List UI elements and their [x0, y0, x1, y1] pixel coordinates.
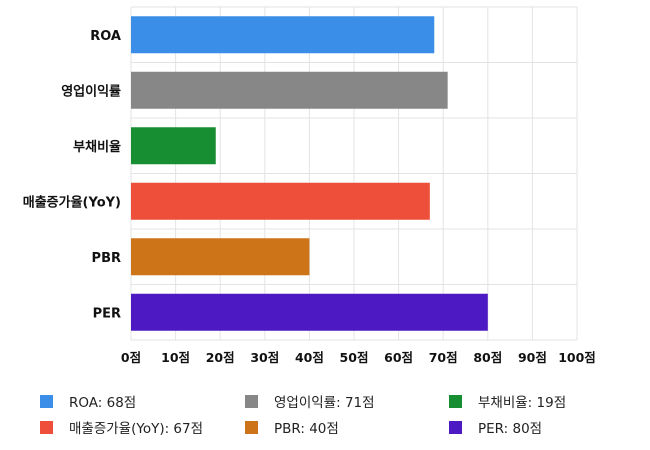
x-tick-label: 60점 [384, 350, 413, 365]
legend-item: 부채비율: 19점 [449, 392, 567, 411]
category-label: PER [93, 306, 121, 321]
legend-swatch [40, 394, 53, 408]
category-label: 매출증가율(YoY) [23, 194, 121, 210]
x-tick-label: 80점 [473, 350, 502, 365]
bar [131, 16, 435, 54]
x-tick-label: 90점 [518, 350, 547, 365]
bar [131, 71, 448, 109]
legend-swatch [449, 394, 462, 408]
legend-item: ROA: 68점 [40, 392, 137, 411]
legend-label: 영업이익률: 71점 [274, 395, 375, 411]
x-tick-label: 10점 [161, 350, 190, 365]
bar [131, 127, 216, 165]
x-tick-label: 0점 [121, 350, 141, 365]
bar [131, 293, 488, 331]
legend-item: PBR: 40점 [245, 418, 339, 437]
x-tick-labels: 0점 10점 20점 30점 40점 50점 60점 70점 80점 90점 100점 [121, 350, 596, 365]
x-tick-label: 20점 [206, 350, 235, 365]
x-tick-label: 30점 [250, 350, 279, 365]
legend-item: PER: 80점 [449, 418, 543, 437]
category-label: ROA [90, 29, 121, 44]
category-label: PBR [92, 251, 121, 266]
legend-label: 부채비율: 19점 [478, 395, 567, 411]
legend-swatch [449, 420, 462, 434]
legend-label: ROA: 68점 [69, 395, 137, 411]
x-tick-label: 100점 [558, 350, 596, 365]
grid-lines [130, 6, 578, 341]
bars [131, 16, 488, 331]
legend-swatch [245, 420, 258, 434]
legend-swatch [245, 394, 258, 408]
x-tick-label: 70점 [429, 350, 458, 365]
legend-label: PBR: 40점 [274, 421, 339, 437]
bar [131, 238, 310, 276]
legend-label: 매출증가율(YoY): 67점 [69, 421, 204, 437]
legend-item: 매출증가율(YoY): 67점 [40, 418, 204, 437]
category-label: 영업이익률 [61, 83, 121, 99]
category-label: 부채비율 [73, 139, 121, 155]
legend-swatch [40, 420, 53, 434]
legend-label: PER: 80점 [478, 421, 543, 437]
bar [131, 182, 430, 220]
x-tick-label: 40점 [295, 350, 324, 365]
legend-item: 영업이익률: 71점 [245, 392, 375, 411]
x-tick-label: 50점 [340, 350, 369, 365]
